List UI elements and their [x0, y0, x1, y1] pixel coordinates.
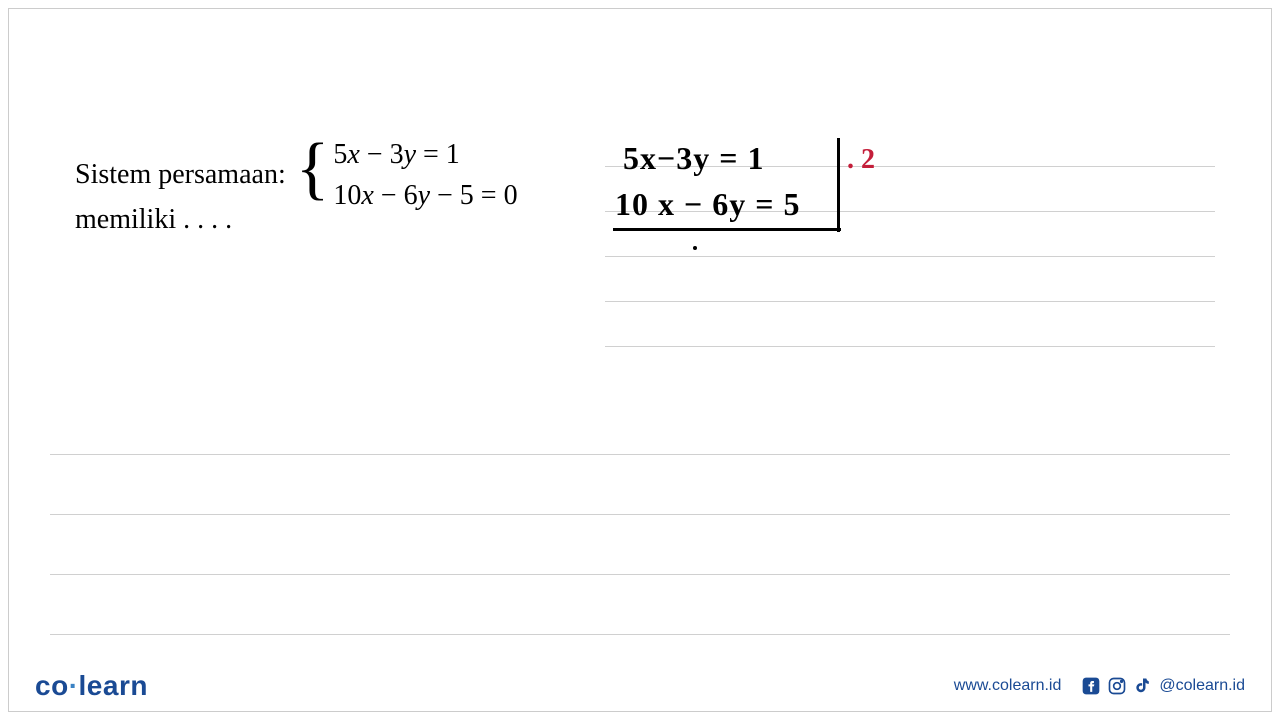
handwritten-eq2: 10 x − 6y = 5: [615, 186, 800, 223]
dot-mark: [693, 246, 697, 250]
content: Sistem persamaan: { 5x − 3y = 1 10x − 6y…: [0, 0, 1280, 720]
problem-label: Sistem persamaan:: [75, 159, 296, 191]
equation-system: 5x − 3y = 1 10x − 6y − 5 = 0: [333, 135, 517, 215]
logo-part2: learn: [79, 670, 148, 701]
rule-line: [605, 302, 1215, 347]
website-url: www.colearn.id: [954, 677, 1062, 695]
footer-right: www.colearn.id @colearn.id: [954, 676, 1245, 696]
instagram-icon: [1107, 676, 1127, 696]
footer: co·learn www.colearn.id @colearn.id: [0, 670, 1280, 702]
social-icons: @colearn.id: [1081, 676, 1245, 696]
lower-rule-lines: [50, 395, 1230, 635]
handwritten-eq1: 5x−3y = 1: [623, 140, 764, 177]
equation-2: 10x − 6y − 5 = 0: [333, 176, 517, 215]
horizontal-divider: [613, 228, 841, 231]
logo-separator: ·: [69, 670, 79, 701]
brand-logo: co·learn: [35, 670, 148, 702]
rule-line: [605, 257, 1215, 302]
tiktok-icon: [1133, 676, 1153, 696]
equation-1: 5x − 3y = 1: [333, 135, 517, 174]
rule-line: [50, 455, 1230, 515]
facebook-icon: [1081, 676, 1101, 696]
multiplier-annotation: . 2: [847, 144, 875, 176]
logo-part1: co: [35, 670, 69, 701]
vertical-divider: [837, 138, 840, 232]
brace-icon: {: [296, 148, 334, 202]
rule-line: [50, 515, 1230, 575]
completion-text: memiliki . . . .: [75, 204, 232, 236]
rule-line: [50, 575, 1230, 635]
social-handle: @colearn.id: [1159, 677, 1245, 695]
rule-line: [50, 395, 1230, 455]
handwriting-workspace: 5x−3y = 1 10 x − 6y = 5 . 2: [605, 122, 1215, 347]
